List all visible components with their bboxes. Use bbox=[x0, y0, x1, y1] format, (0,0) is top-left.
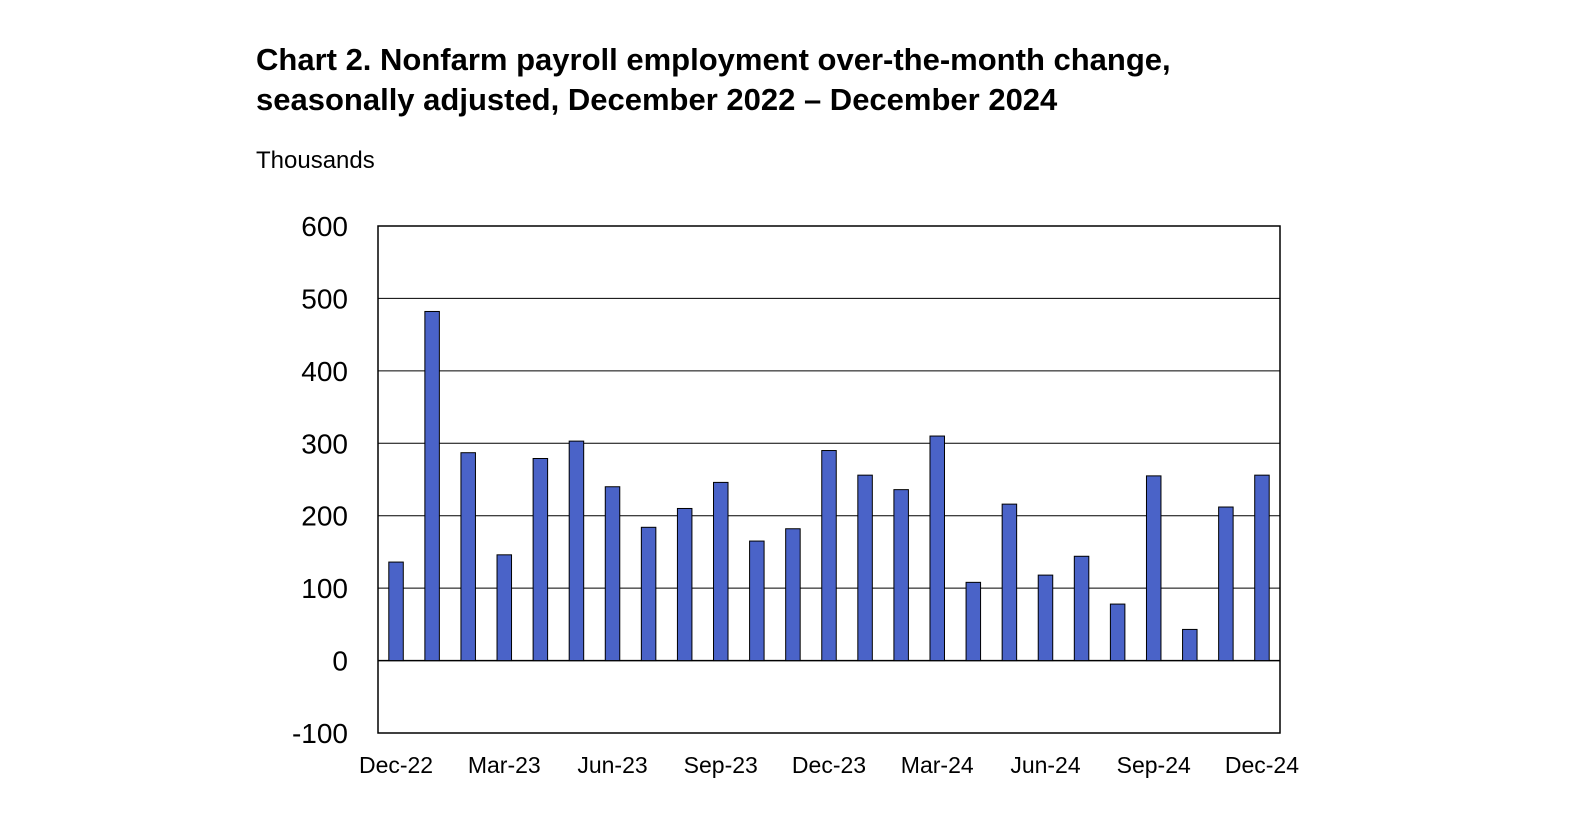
x-tick-label: Sep-24 bbox=[1117, 752, 1191, 778]
bar-may-23 bbox=[568, 440, 585, 662]
bar-jan-24 bbox=[857, 474, 873, 662]
y-tick-label: 0 bbox=[332, 646, 348, 677]
x-tick-label: Sep-23 bbox=[684, 752, 758, 778]
bar-apr-23 bbox=[532, 457, 549, 662]
bar-may-24 bbox=[1001, 503, 1018, 662]
bar-nov-23 bbox=[785, 528, 801, 662]
bar-dec-23 bbox=[821, 450, 837, 662]
bar-feb-23 bbox=[460, 452, 476, 662]
x-tick-label: Mar-24 bbox=[901, 752, 974, 778]
y-tick-label: 100 bbox=[301, 573, 348, 604]
bar-dec-24 bbox=[1254, 474, 1270, 662]
bar-aug-23 bbox=[676, 507, 693, 662]
bar-sep-24 bbox=[1145, 475, 1162, 662]
bar-jun-24 bbox=[1037, 574, 1054, 662]
x-tick-label: Mar-23 bbox=[468, 752, 541, 778]
y-axis-unit-label: Thousands bbox=[256, 147, 375, 174]
y-tick-labels: 600 500 400 300 200 100 0 -100 bbox=[292, 211, 348, 749]
bar-mar-24 bbox=[929, 435, 945, 662]
y-tick-label: 600 bbox=[301, 211, 348, 242]
bar-sep-23 bbox=[713, 481, 729, 662]
chart-title-line-1: Chart 2. Nonfarm payroll employment over… bbox=[256, 42, 1171, 77]
chart-title: Chart 2. Nonfarm payroll employment over… bbox=[256, 40, 1171, 120]
chart-title-line-2: seasonally adjusted, December 2022 – Dec… bbox=[256, 82, 1058, 117]
x-tick-label: Jun-24 bbox=[1010, 752, 1081, 778]
y-tick-label: -100 bbox=[292, 718, 348, 749]
bar-aug-24 bbox=[1109, 603, 1126, 662]
x-tick-label: Jun-23 bbox=[577, 752, 647, 778]
y-tick-label: 200 bbox=[301, 501, 348, 532]
bar-jun-23 bbox=[604, 486, 621, 662]
x-tick-label: Dec-24 bbox=[1225, 752, 1299, 778]
y-tick-label: 400 bbox=[301, 356, 348, 387]
bars bbox=[388, 310, 1270, 662]
bar-oct-24 bbox=[1182, 628, 1198, 662]
bar-jan-23 bbox=[424, 310, 440, 662]
bar-dec-22 bbox=[388, 561, 404, 662]
y-tick-label: 500 bbox=[301, 283, 348, 314]
y-tick-label: 300 bbox=[301, 428, 348, 459]
x-tick-label: Dec-23 bbox=[792, 752, 866, 778]
plot-frame bbox=[377, 225, 1281, 734]
bar-feb-24 bbox=[893, 489, 909, 662]
x-tick-label: Dec-22 bbox=[359, 752, 433, 778]
bar-mar-23 bbox=[496, 554, 513, 662]
bar-jul-23 bbox=[640, 526, 657, 662]
bar-jul-24 bbox=[1073, 555, 1090, 662]
bar-nov-24 bbox=[1218, 506, 1234, 662]
bar-oct-23 bbox=[749, 540, 765, 662]
bar-apr-24 bbox=[965, 581, 982, 662]
x-tick-labels: Dec-22 Mar-23 Jun-23 Sep-23 Dec-23 Mar-24 Jun-… bbox=[359, 752, 1299, 778]
